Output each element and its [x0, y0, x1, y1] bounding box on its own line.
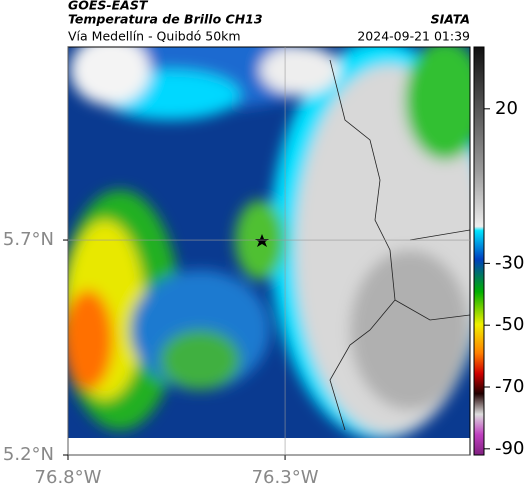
imagery — [68, 47, 470, 455]
axes: 76.8°W 76.3°W 5.2°N 5.7°N 20 -30 -50 -70 -90 — [3, 47, 524, 488]
location-marker — [255, 234, 269, 247]
y-tick-label: 5.2°N — [3, 444, 54, 465]
satellite: GOES-EAST — [68, 0, 149, 13]
x-tick-label: 76.8°W — [35, 467, 102, 488]
datetime: 2024-09-21 01:39 — [357, 29, 470, 44]
colorbar-tick-label: 20 — [495, 98, 518, 119]
colorbar-tick-label: -90 — [495, 438, 524, 459]
y-tick-label: 5.7°N — [3, 229, 54, 250]
colorbar-tick-label: -70 — [495, 376, 524, 397]
x-tick-label: 76.3°W — [252, 467, 319, 488]
colorbar-tick-label: -50 — [495, 314, 524, 335]
source: SIATA — [431, 12, 470, 27]
route: Vía Medellín - Quibdó 50km — [68, 29, 241, 44]
colorbar — [473, 46, 485, 456]
colorbar-tick-label: -30 — [495, 252, 524, 273]
product: Temperatura de Brillo CH13 — [68, 12, 263, 27]
